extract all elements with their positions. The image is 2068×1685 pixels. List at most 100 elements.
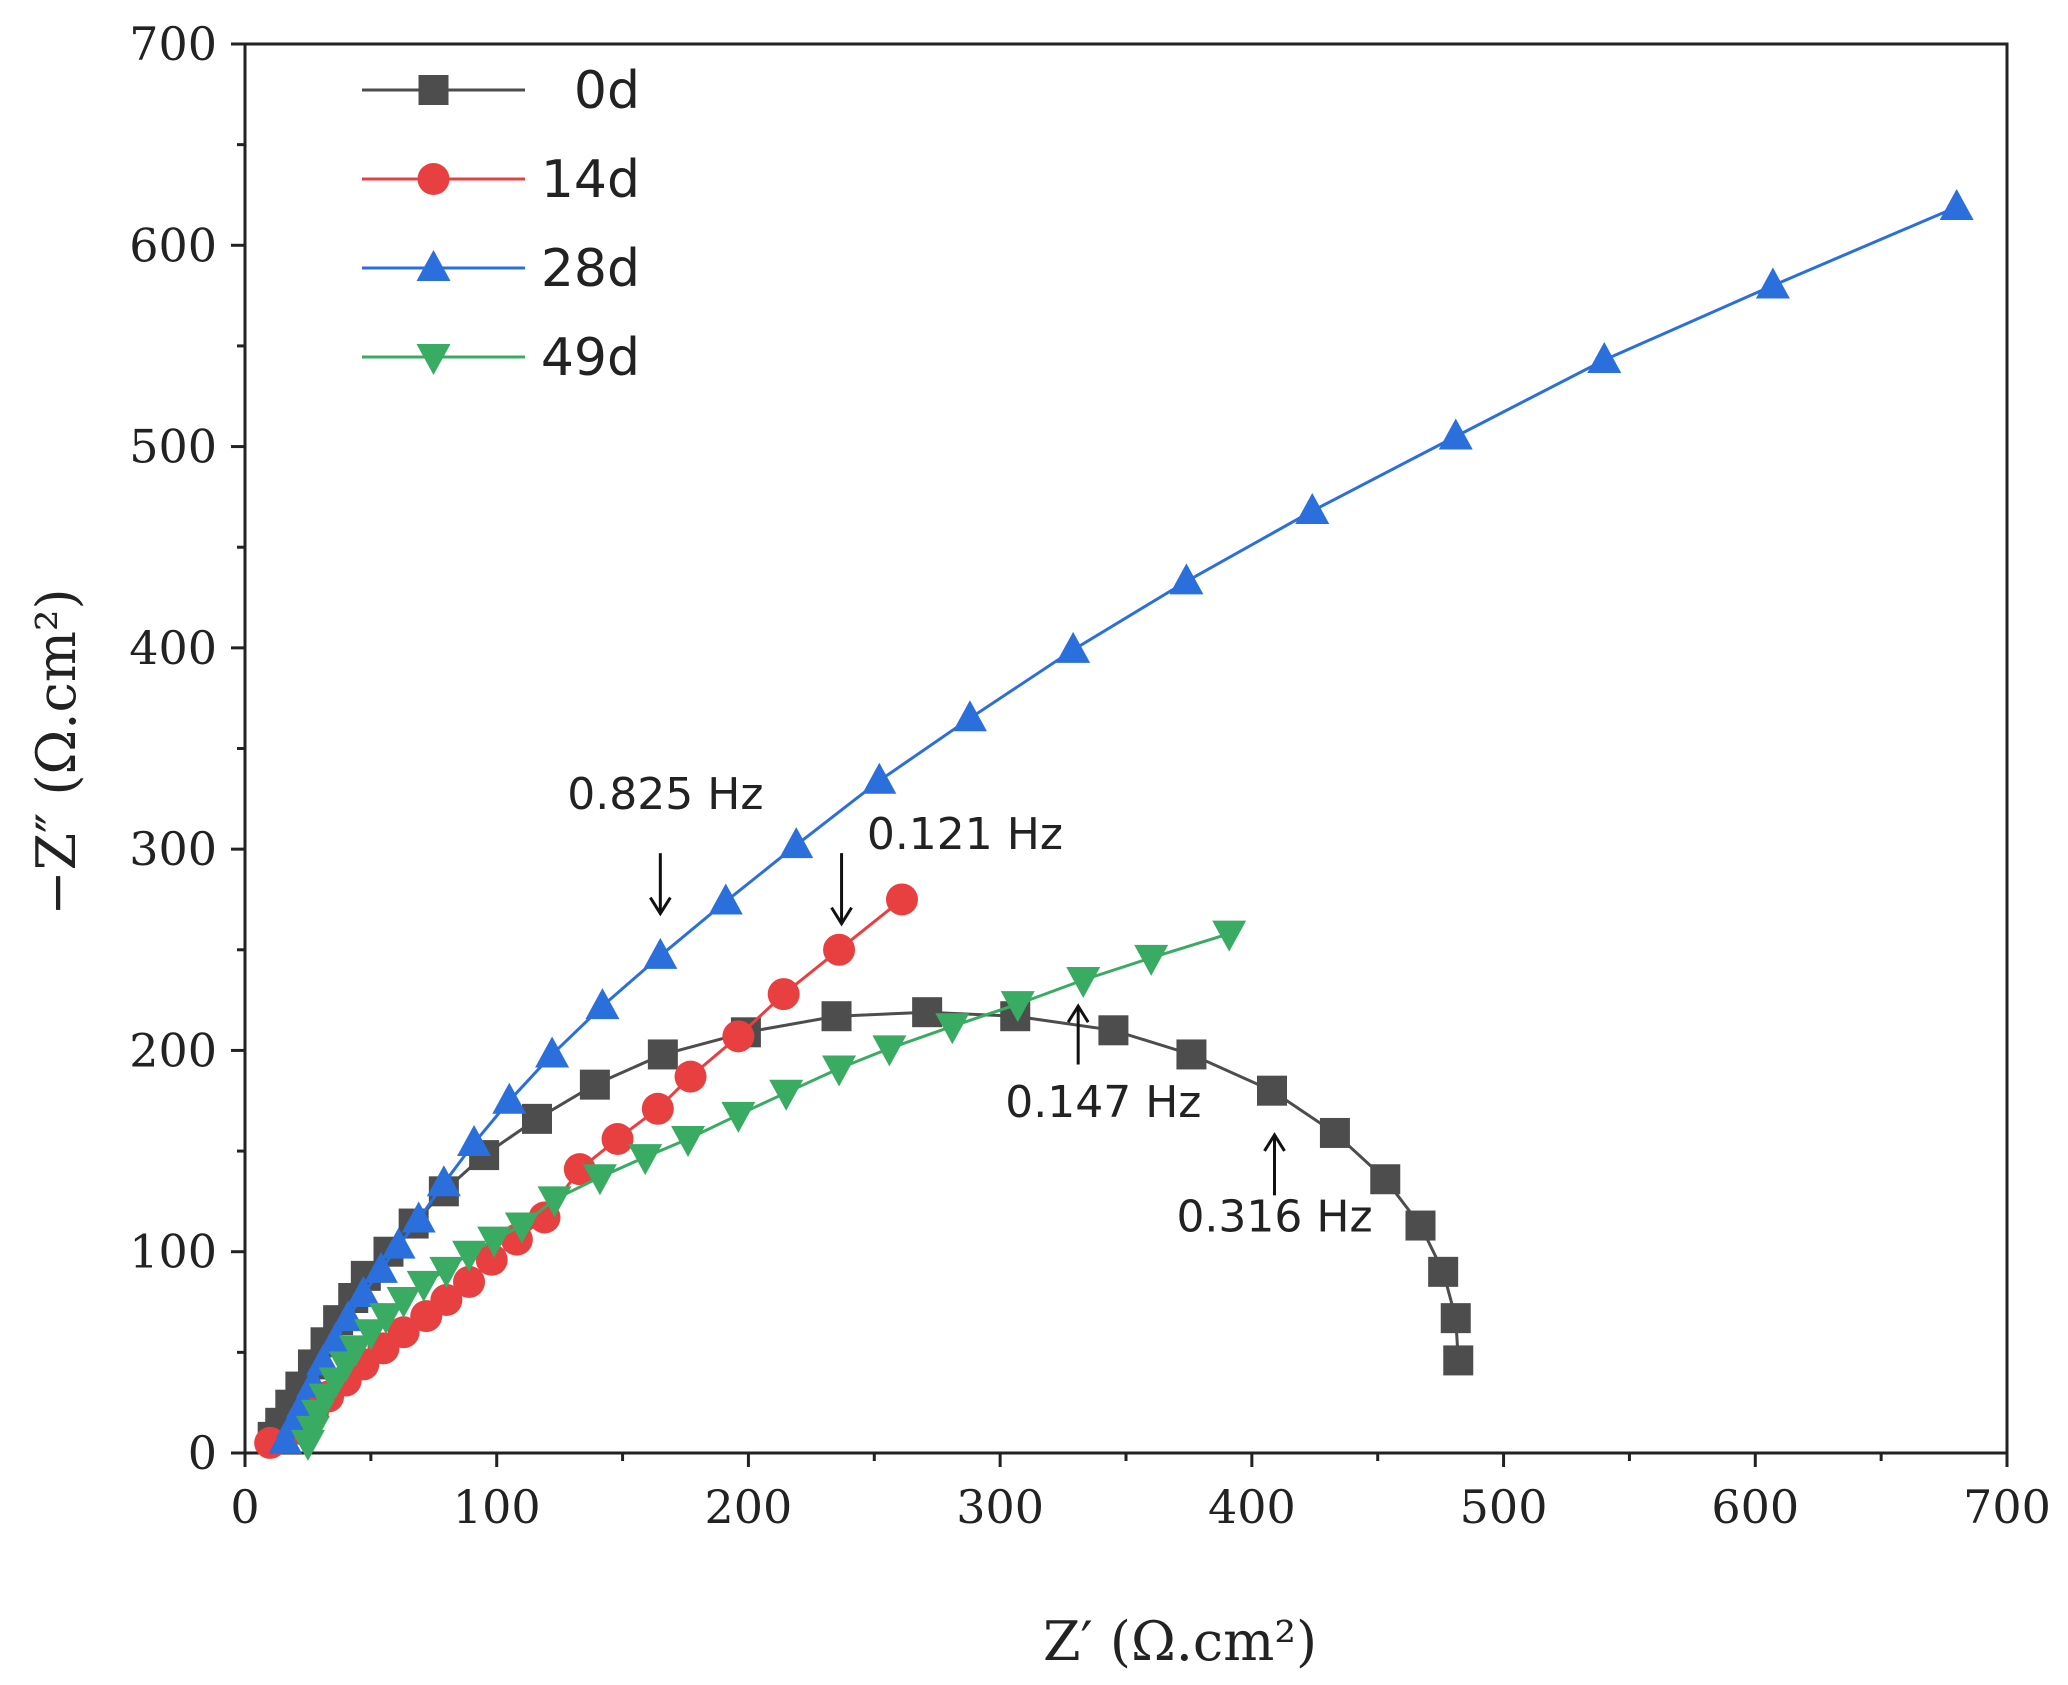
data-point-28d [457, 1125, 492, 1157]
data-point-28d [1939, 189, 1974, 221]
y-tick-label: 700 [129, 17, 217, 71]
legend-item-28d: 28d [362, 239, 640, 299]
data-point-49d [628, 1144, 663, 1176]
data-point-28d [585, 988, 620, 1020]
x-tick-label: 0 [230, 1480, 259, 1534]
y-tick-label: 200 [129, 1023, 217, 1077]
x-axis-title: Z′ (Ω.cm²) [1043, 1610, 1317, 1673]
data-point-49d [872, 1035, 907, 1067]
data-point-49d [406, 1270, 441, 1302]
data-point-28d [318, 1322, 353, 1354]
x-tick-label: 700 [1963, 1480, 2051, 1534]
data-point-49d [769, 1079, 804, 1111]
x-tick-label: 400 [1208, 1480, 1296, 1534]
legend-item-49d: 49d [362, 328, 640, 388]
data-point-49d [1066, 966, 1101, 998]
data-point-28d [268, 1422, 303, 1454]
data-point-49d [935, 1013, 970, 1045]
legend-item-14d: 14d [362, 150, 640, 210]
annotation: 0.147 Hz [1005, 1003, 1201, 1128]
data-point-49d [504, 1212, 539, 1244]
data-point-0d [1370, 1164, 1401, 1195]
annotation: 0.121 Hz [830, 809, 1063, 927]
data-point-0d [521, 1103, 552, 1134]
data-point-28d [643, 937, 678, 969]
y-axis-ticks: 0 100 200 300 400 500 600 700 [129, 17, 245, 1480]
data-point-28d [401, 1201, 436, 1233]
y-tick-label: 0 [188, 1426, 217, 1480]
data-point-14d [430, 1284, 463, 1317]
data-point-49d [1000, 991, 1035, 1023]
annotation-arrowhead [1066, 1003, 1090, 1023]
y-tick-label: 300 [129, 822, 217, 876]
x-tick-label: 100 [453, 1480, 541, 1534]
annotation-label: 0.825 Hz [567, 769, 763, 820]
data-point-28d [1755, 267, 1790, 299]
annotation-label: 0.316 Hz [1176, 1192, 1372, 1243]
data-point-0d [1443, 1345, 1474, 1376]
data-point-49d [338, 1335, 373, 1367]
legend-label: 49d [541, 328, 640, 388]
data-point-28d [381, 1227, 416, 1259]
data-point-0d [912, 997, 943, 1028]
data-point-0d [1405, 1210, 1436, 1241]
data-point-49d [671, 1125, 706, 1157]
x-tick-label: 600 [1711, 1480, 1799, 1534]
data-point-49d [353, 1319, 388, 1351]
data-point-28d [1295, 492, 1330, 524]
x-axis-ticks: 0 100 200 300 400 500 600 700 [230, 1453, 2051, 1534]
x-tick-label: 300 [956, 1480, 1044, 1534]
data-point-49d [1134, 944, 1169, 976]
data-point-28d [1438, 418, 1473, 450]
y-tick-label: 400 [129, 621, 217, 675]
data-point-28d [1056, 631, 1091, 663]
data-point-28d [426, 1165, 461, 1197]
legend-marker [418, 75, 449, 105]
data-point-0d [1319, 1117, 1350, 1148]
legend: 0d 14d 28d 49d [362, 61, 640, 388]
data-point-0d [1098, 1015, 1129, 1046]
annotations-layer: 0.825 Hz 0.121 Hz 0.147 Hz 0.316 Hz [567, 769, 1372, 1243]
data-point-0d [821, 1001, 852, 1032]
series-28d [268, 189, 1974, 1454]
data-point-49d [822, 1055, 857, 1087]
y-axis-title: −Z″ (Ω.cm²) [25, 588, 88, 915]
data-point-14d [475, 1243, 508, 1276]
data-point-28d [952, 700, 987, 732]
data-point-14d [767, 978, 800, 1011]
data-point-14d [674, 1060, 707, 1093]
data-point-49d [429, 1256, 464, 1288]
data-point-14d [885, 883, 918, 916]
data-point-49d [386, 1287, 421, 1319]
data-point-28d [1169, 563, 1204, 595]
x-tick-label: 500 [1460, 1480, 1548, 1534]
data-point-28d [1587, 342, 1622, 374]
data-point-14d [563, 1153, 596, 1186]
legend-marker [416, 344, 451, 375]
data-point-0d [1428, 1256, 1459, 1287]
data-point-49d [537, 1186, 572, 1218]
data-point-0d [1176, 1039, 1207, 1070]
data-point-49d [582, 1164, 617, 1196]
annotation: 0.316 Hz [1176, 1132, 1373, 1243]
legend-marker [416, 250, 451, 281]
y-tick-label: 600 [129, 218, 217, 272]
data-point-28d [779, 827, 814, 859]
data-point-49d [368, 1303, 403, 1335]
legend-marker [417, 163, 450, 195]
data-point-28d [708, 883, 743, 915]
legend-item-0d: 0d [362, 61, 640, 121]
series-line-28d [283, 205, 1958, 1442]
data-point-49d [721, 1101, 756, 1133]
annotation-label: 0.121 Hz [867, 809, 1063, 860]
data-point-0d [579, 1069, 610, 1100]
data-point-28d [535, 1036, 570, 1068]
annotation-label: 0.147 Hz [1005, 1077, 1201, 1128]
series-layer [254, 189, 1974, 1461]
annotation: 0.825 Hz [567, 769, 763, 917]
data-point-49d [452, 1240, 487, 1272]
data-point-14d [601, 1122, 634, 1155]
series-14d [254, 883, 918, 1459]
annotation-arrowhead [830, 906, 853, 927]
data-point-49d [477, 1226, 512, 1258]
